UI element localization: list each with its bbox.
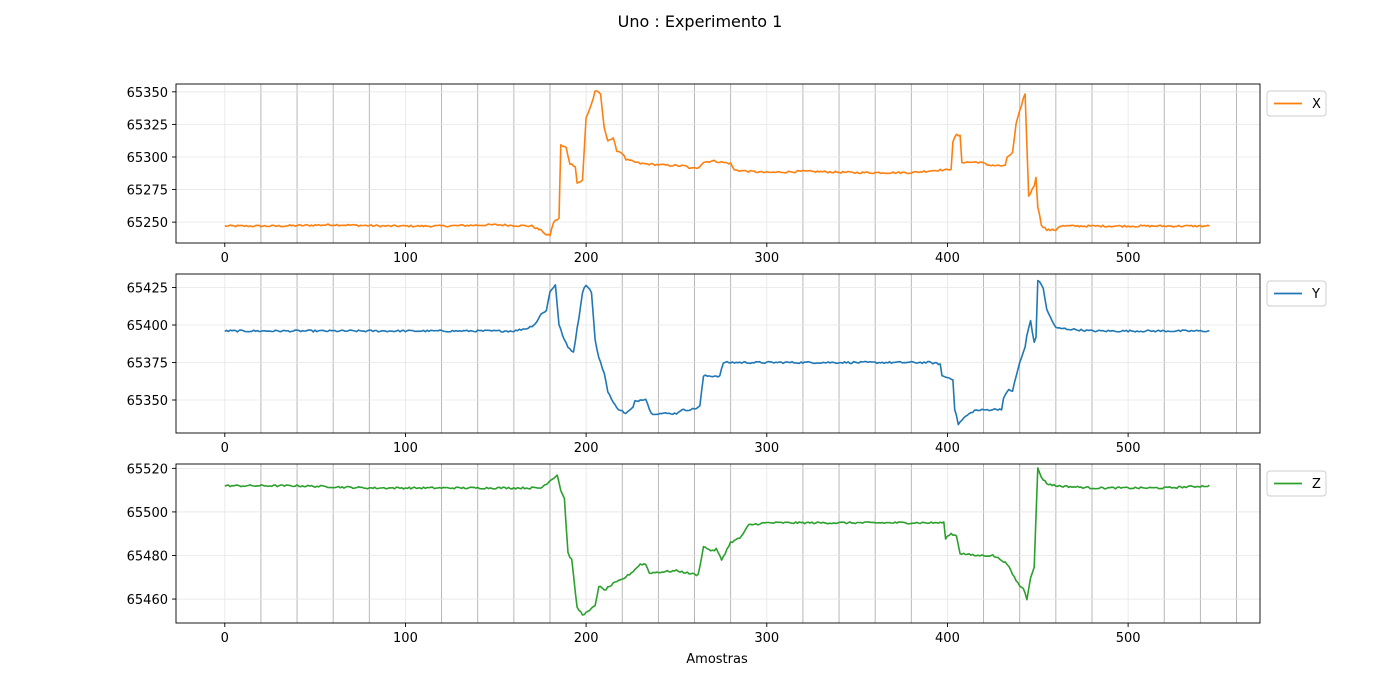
y-tick-label-x: 65350	[127, 86, 168, 101]
legend-label-z: Z	[1312, 477, 1321, 492]
x-tick-label-x: 0	[221, 251, 229, 266]
y-tick-label-x: 65250	[127, 216, 168, 231]
x-tick-label-x: 400	[935, 251, 960, 266]
axes-frame-z	[175, 463, 1261, 624]
x-tick-label-z: 0	[221, 631, 229, 646]
y-tick-label-y: 65425	[127, 282, 168, 297]
legend-label-x: X	[1312, 97, 1321, 112]
x-tick-label-y: 200	[574, 441, 599, 456]
y-tick-label-z: 65480	[127, 549, 168, 564]
x-tick-label-z: 200	[574, 631, 599, 646]
figure-title: Uno : Experimento 1	[618, 12, 783, 31]
x-tick-label-x: 300	[754, 251, 779, 266]
legend-label-y: Y	[1311, 287, 1320, 302]
x-tick-label-z: 300	[754, 631, 779, 646]
x-tick-label-y: 400	[935, 441, 960, 456]
y-tick-label-z: 65500	[127, 506, 168, 521]
y-tick-label-y: 65375	[127, 357, 168, 372]
x-tick-label-x: 500	[1116, 251, 1141, 266]
x-tick-label-z: 400	[935, 631, 960, 646]
x-tick-label-x: 100	[393, 251, 418, 266]
x-tick-label-y: 300	[754, 441, 779, 456]
y-tick-label-x: 65325	[127, 118, 168, 133]
x-tick-label-x: 200	[574, 251, 599, 266]
series-line-z	[224, 467, 1210, 616]
series-line-y	[224, 279, 1210, 426]
x-tick-label-z: 500	[1116, 631, 1141, 646]
y-tick-label-x: 65300	[127, 151, 168, 166]
x-axis-label: Amostras	[686, 652, 748, 667]
x-tick-label-y: 500	[1116, 441, 1141, 456]
y-tick-label-y: 65400	[127, 319, 168, 334]
y-tick-label-x: 65275	[127, 184, 168, 199]
y-tick-label-z: 65460	[127, 593, 168, 608]
y-tick-label-z: 65520	[127, 462, 168, 477]
x-tick-label-z: 100	[393, 631, 418, 646]
axes-frame-x	[175, 83, 1261, 244]
x-tick-label-y: 100	[393, 441, 418, 456]
x-tick-label-y: 0	[221, 441, 229, 456]
y-tick-label-y: 65350	[127, 394, 168, 409]
series-line-x	[224, 90, 1210, 237]
axes-frame-y	[175, 273, 1261, 434]
